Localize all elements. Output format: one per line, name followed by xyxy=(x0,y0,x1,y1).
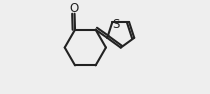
Text: S: S xyxy=(112,18,119,31)
Text: O: O xyxy=(70,2,79,15)
